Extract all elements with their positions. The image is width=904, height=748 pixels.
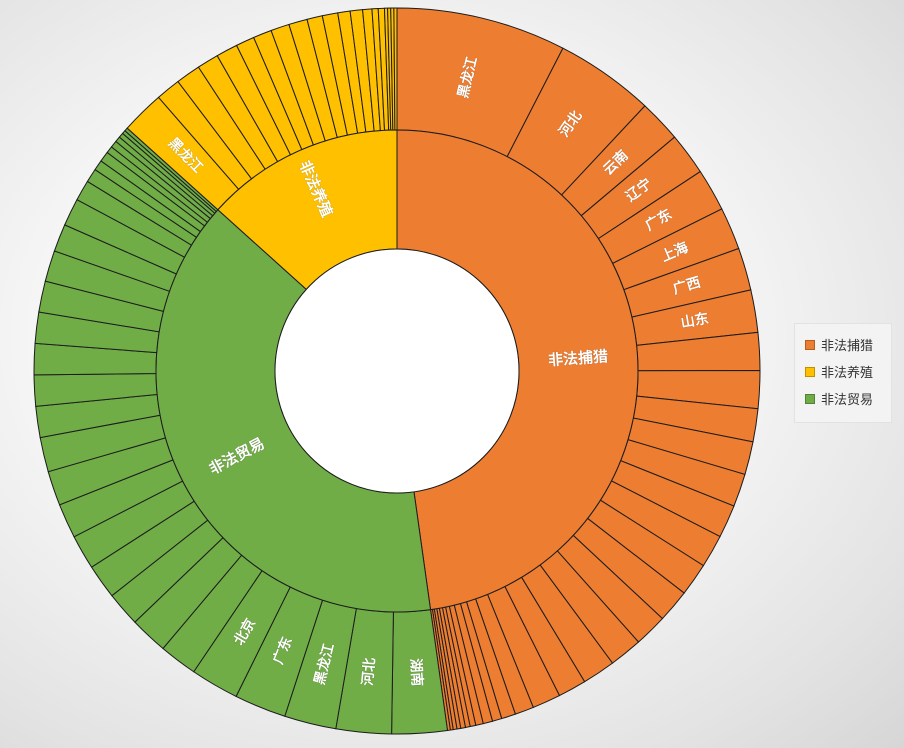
outer-label-trade-1: 河北: [359, 657, 379, 686]
legend-swatch-breeding: [805, 366, 815, 377]
legend-label-hunting: 非法捕猎: [821, 339, 874, 354]
outer-segment-breeding-19[interactable]: [393, 7, 398, 131]
outer-label-hunting-7: 山东: [680, 310, 710, 331]
outer-ring: [33, 7, 761, 735]
donut-hole: [274, 248, 520, 494]
legend-label-breeding: 非法养殖: [821, 366, 874, 381]
chart-legend: 非法捕猎 非法养殖 非法贸易: [794, 323, 892, 423]
legend-item-trade[interactable]: 非法贸易: [805, 385, 891, 412]
outer-label-trade-0: 湖南: [407, 658, 426, 687]
legend-item-breeding[interactable]: 非法养殖: [805, 358, 891, 385]
legend-swatch-trade: [805, 393, 815, 404]
legend-label-trade: 非法贸易: [821, 393, 874, 408]
legend-item-hunting[interactable]: 非法捕猎: [805, 331, 891, 358]
inner-ring: [155, 129, 639, 613]
legend-swatch-hunting: [805, 339, 815, 350]
inner-label-hunting: 非法捕猎: [547, 347, 608, 369]
